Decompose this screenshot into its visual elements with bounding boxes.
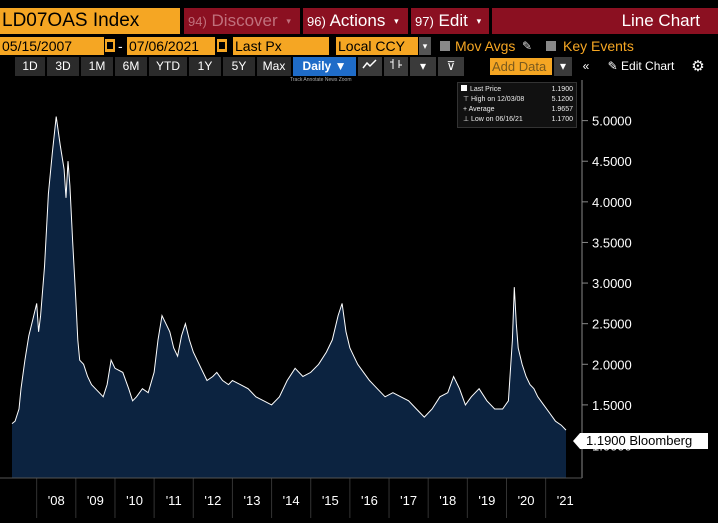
edit-chart-button[interactable]: ✎ Edit Chart (598, 57, 684, 76)
legend-low-label: Low on 06/16/21 (471, 116, 523, 123)
x-tick-label: '17 (400, 493, 417, 508)
key-events-label[interactable]: Key Events (563, 38, 634, 54)
x-tick-label: '13 (244, 493, 261, 508)
discover-menu-number: 94) (188, 14, 207, 29)
add-data-input[interactable]: Add Data (490, 58, 552, 75)
line-chart[interactable]: 1.00001.50002.00002.50003.00003.50004.00… (0, 80, 718, 523)
actions-menu-label: Actions (329, 11, 386, 30)
x-tick-label: '21 (557, 493, 574, 508)
line-chart-icon[interactable] (358, 57, 382, 76)
edit-menu-number: 97) (415, 14, 434, 29)
edit-menu[interactable]: 97) Edit ▾ (411, 8, 489, 34)
series-line (11, 116, 567, 431)
currency-select[interactable]: Local CCY (336, 37, 418, 55)
y-tick-label: 2.0000 (592, 357, 632, 372)
gear-icon[interactable]: ⚙ (688, 57, 708, 76)
field-select[interactable]: Last Px (233, 37, 329, 55)
pencil-icon[interactable]: ✎ (522, 39, 533, 53)
calendar-icon[interactable] (105, 39, 115, 52)
line-chart-icon-glyph (362, 59, 377, 69)
x-tick-label: '09 (87, 493, 104, 508)
chevron-down-icon: ▾ (394, 16, 399, 26)
range-button-3d[interactable]: 3D (47, 57, 79, 76)
chevron-down-icon[interactable]: ▾ (410, 57, 436, 76)
legend-low: ⊥ Low on 06/16/21 1.1700 (461, 116, 573, 123)
x-tick-label: '20 (518, 493, 535, 508)
mov-avgs-checkbox[interactable] (440, 41, 450, 51)
legend-high-label: High on 12/03/08 (471, 96, 525, 103)
actions-menu-number: 96) (307, 14, 326, 29)
range-button-1d[interactable]: 1D (15, 57, 45, 76)
end-date-input[interactable]: 07/06/2021 (127, 37, 215, 55)
y-tick-label: 2.5000 (592, 317, 632, 332)
security-ticker-field[interactable]: LD07OAS Index (0, 8, 180, 34)
calendar-icon[interactable] (217, 39, 227, 52)
series-area (12, 116, 566, 478)
x-tick-label: '16 (361, 493, 378, 508)
range-button-5y[interactable]: 5Y (223, 57, 255, 76)
y-tick-label: 4.0000 (592, 195, 632, 210)
chart-tool-labels: Track Annotate News Zoom (290, 77, 352, 83)
edit-menu-label: Edit (438, 11, 468, 30)
legend-average-label: Average (468, 106, 495, 113)
range-button-6m[interactable]: 6M (115, 57, 147, 76)
last-value-tag: 1.1900 Bloomberg (573, 433, 708, 449)
legend-high: ⊤ High on 12/03/08 5.1200 (461, 96, 573, 103)
discover-menu-label: Discover (211, 11, 278, 30)
y-tick-label: 1.5000 (592, 398, 632, 413)
header-bar: LD07OAS Index 94) Discover ▾ 96) Actions… (0, 0, 718, 36)
period-select[interactable]: Daily ▼ (293, 57, 356, 76)
chart-type-title: Line Chart (492, 8, 718, 34)
actions-menu[interactable]: 96) Actions ▾ (303, 8, 408, 34)
collapse-icon[interactable]: « (578, 57, 594, 76)
chevron-down-icon[interactable]: ▾ (419, 37, 431, 55)
legend-last-price-label: Last Price (470, 86, 502, 93)
chevron-down-icon: ▾ (476, 16, 482, 26)
y-tick-label: 4.5000 (592, 154, 632, 169)
range-button-1y[interactable]: 1Y (189, 57, 221, 76)
range-button-1m[interactable]: 1M (81, 57, 113, 76)
legend-low-value: 1.1700 (551, 116, 573, 123)
discover-menu[interactable]: 94) Discover ▾ (184, 8, 300, 34)
bar-style-icon-glyph (390, 59, 402, 69)
x-tick-label: '12 (204, 493, 221, 508)
legend-average-value: 1.9657 (551, 106, 573, 113)
x-tick-label: '18 (439, 493, 456, 508)
key-events-checkbox[interactable] (546, 41, 556, 51)
y-tick-label: 3.0000 (592, 276, 632, 291)
legend-swatch (461, 85, 467, 91)
range-button-max[interactable]: Max (257, 57, 291, 76)
x-tick-label: '08 (48, 493, 65, 508)
y-tick-label: 3.5000 (592, 235, 632, 250)
chart-legend[interactable]: Last Price 1.1900 ⊤ High on 12/03/08 5.1… (457, 82, 577, 128)
y-tick-label: 5.0000 (592, 114, 632, 129)
parameter-bar: 05/15/2007 - 07/06/2021 Last Px Local CC… (0, 37, 718, 57)
date-range-dash: - (118, 38, 123, 54)
legend-last-price-value: 1.1900 (551, 86, 573, 93)
legend-last-price: Last Price 1.1900 (461, 85, 573, 95)
range-button-ytd[interactable]: YTD (149, 57, 187, 76)
mov-avgs-label[interactable]: Mov Avgs (455, 38, 516, 54)
chevron-down-icon[interactable]: ▾ (554, 57, 572, 76)
legend-high-value: 5.1200 (551, 96, 573, 103)
chevron-down-icon: ▾ (286, 16, 291, 26)
x-tick-label: '10 (126, 493, 143, 508)
edit-chart-label: Edit Chart (621, 59, 675, 73)
x-tick-label: '15 (322, 493, 339, 508)
filter-icon[interactable]: ⊽ (438, 57, 464, 76)
start-date-input[interactable]: 05/15/2007 (0, 37, 104, 55)
x-tick-label: '11 (166, 493, 182, 508)
x-tick-label: '19 (478, 493, 495, 508)
pencil-icon: ✎ (607, 59, 622, 73)
x-tick-label: '14 (283, 493, 300, 508)
bar-style-icon[interactable] (384, 57, 408, 76)
legend-average: + Average 1.9657 (461, 106, 573, 113)
chart-toolbar: 1D 3D 1M 6M YTD 1Y 5Y Max Daily ▼ ▾ ⊽ Ad… (0, 57, 718, 76)
